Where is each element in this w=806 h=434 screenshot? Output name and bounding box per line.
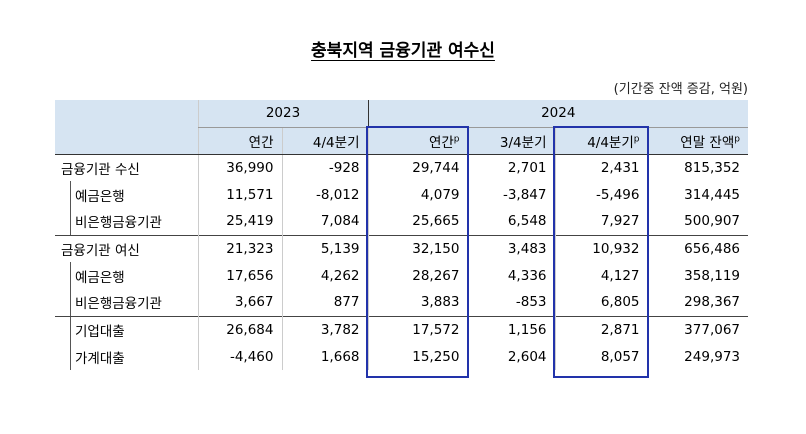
cell: 298,367 bbox=[647, 289, 748, 316]
column-header: 4/4분기p bbox=[554, 127, 648, 155]
column-header-text: 연간 bbox=[248, 134, 274, 151]
data-row: 금융기관 수신 36,990 -928 29,744 2,701 2,431 815,352 bbox=[55, 153, 748, 181]
cell: 32,150 bbox=[367, 234, 468, 262]
cell: -928 bbox=[281, 153, 368, 181]
cell: 17,572 bbox=[367, 315, 468, 343]
cell: 36,990 bbox=[197, 153, 282, 181]
data-row: 기업대출 26,684 3,782 17,572 1,156 2,871 377,067 bbox=[55, 315, 748, 343]
cell: 3,483 bbox=[467, 234, 555, 262]
data-row: 금융기관 여신 21,323 5,139 32,150 3,483 10,932 656,4… bbox=[55, 234, 748, 262]
cell: 6,805 bbox=[554, 289, 648, 316]
row-label: 비은행금융기관 bbox=[55, 289, 198, 316]
cell: 377,067 bbox=[647, 315, 748, 343]
cell: 1,668 bbox=[281, 343, 368, 370]
column-header-text: 4/4분기 bbox=[587, 134, 634, 151]
cell: -853 bbox=[467, 289, 555, 316]
cell: 2,431 bbox=[554, 153, 648, 181]
cell: 3,883 bbox=[367, 289, 468, 316]
row-label: 금융기관 여신 bbox=[55, 234, 198, 262]
cell: 8,057 bbox=[554, 343, 648, 370]
cell: 2,604 bbox=[467, 343, 555, 370]
cell: 249,973 bbox=[647, 343, 748, 370]
column-header-text: 4/4분기 bbox=[312, 134, 360, 151]
cell: 5,139 bbox=[281, 234, 368, 262]
superscript: p bbox=[734, 134, 740, 144]
column-header: 3/4분기 bbox=[467, 127, 555, 155]
cell: 10,932 bbox=[554, 234, 648, 262]
title: 충북지역 금융기관 여수신 bbox=[0, 36, 806, 61]
cell: 656,486 bbox=[647, 234, 748, 262]
cell: 3,782 bbox=[281, 315, 368, 343]
row-label: 기업대출 bbox=[55, 315, 198, 343]
data-row: 예금은행 17,656 4,262 28,267 4,336 4,127 358,119 bbox=[55, 262, 748, 289]
superscript: p bbox=[633, 134, 640, 144]
cell: 877 bbox=[281, 289, 368, 316]
cell: 17,656 bbox=[197, 262, 282, 289]
cell: 21,323 bbox=[197, 234, 282, 262]
table: 2023 2024 연간 4/4분기 연간p 3/4분기 4/4분기p 연말 잔액p 금융기관 … bbox=[55, 100, 748, 370]
cell: 4,127 bbox=[554, 262, 648, 289]
cell: 4,079 bbox=[367, 181, 468, 208]
data-row: 예금은행 11,571 -8,012 4,079 -3,847 -5,496 314,445 bbox=[55, 181, 748, 208]
data-row: 가계대출 -4,460 1,668 15,250 2,604 8,057 249,973 bbox=[55, 343, 748, 370]
superscript: p bbox=[453, 134, 460, 144]
cell: 2,871 bbox=[554, 315, 648, 343]
cell: 25,419 bbox=[197, 208, 282, 235]
header-row: 연간 4/4분기 연간p 3/4분기 4/4분기p 연말 잔액p bbox=[55, 127, 748, 155]
unit-note: (기간중 잔액 증감, 억원) bbox=[613, 82, 748, 97]
data-row: 비은행금융기관 25,419 7,084 25,665 6,548 7,927 500,90… bbox=[55, 208, 748, 235]
column-header: 연간p bbox=[367, 127, 468, 155]
cell: 28,267 bbox=[367, 262, 468, 289]
cell: 25,665 bbox=[367, 208, 468, 235]
header-row: 2023 2024 bbox=[55, 100, 748, 155]
cell: 15,250 bbox=[367, 343, 468, 370]
cell: 4,336 bbox=[467, 262, 555, 289]
cell: 500,907 bbox=[647, 208, 748, 235]
corner-cell bbox=[55, 100, 198, 155]
cell: 2,701 bbox=[467, 153, 555, 181]
year-header: 2023 bbox=[197, 100, 368, 128]
row-label: 예금은행 bbox=[55, 181, 198, 208]
data-row: 비은행금융기관 3,667 877 3,883 -853 6,805 298,367 bbox=[55, 289, 748, 316]
column-header-text: 연간 bbox=[428, 134, 454, 151]
column-header: 연간 bbox=[197, 127, 282, 155]
cell: 26,684 bbox=[197, 315, 282, 343]
cell: -5,496 bbox=[554, 181, 648, 208]
cell: 815,352 bbox=[647, 153, 748, 181]
cell: 3,667 bbox=[197, 289, 282, 316]
cell: 314,445 bbox=[647, 181, 748, 208]
column-header: 4/4분기 bbox=[281, 127, 368, 155]
cell: 11,571 bbox=[197, 181, 282, 208]
title-text: 충북지역 금융기관 여수신 bbox=[311, 41, 495, 61]
row-label: 금융기관 수신 bbox=[55, 153, 198, 181]
column-header-text: 연말 잔액 bbox=[680, 134, 735, 151]
row-label: 예금은행 bbox=[55, 262, 198, 289]
row-label: 가계대출 bbox=[55, 343, 198, 370]
cell: -3,847 bbox=[467, 181, 555, 208]
column-header-text: 3/4분기 bbox=[499, 134, 547, 151]
cell: 6,548 bbox=[467, 208, 555, 235]
cell: 7,084 bbox=[281, 208, 368, 235]
cell: -8,012 bbox=[281, 181, 368, 208]
cell: 358,119 bbox=[647, 262, 748, 289]
cell: 7,927 bbox=[554, 208, 648, 235]
cell: 4,262 bbox=[281, 262, 368, 289]
cell: -4,460 bbox=[197, 343, 282, 370]
cell: 29,744 bbox=[367, 153, 468, 181]
cell: 1,156 bbox=[467, 315, 555, 343]
column-header: 연말 잔액p bbox=[647, 127, 748, 155]
row-label: 비은행금융기관 bbox=[55, 208, 198, 235]
year-header: 2024 bbox=[367, 100, 748, 128]
